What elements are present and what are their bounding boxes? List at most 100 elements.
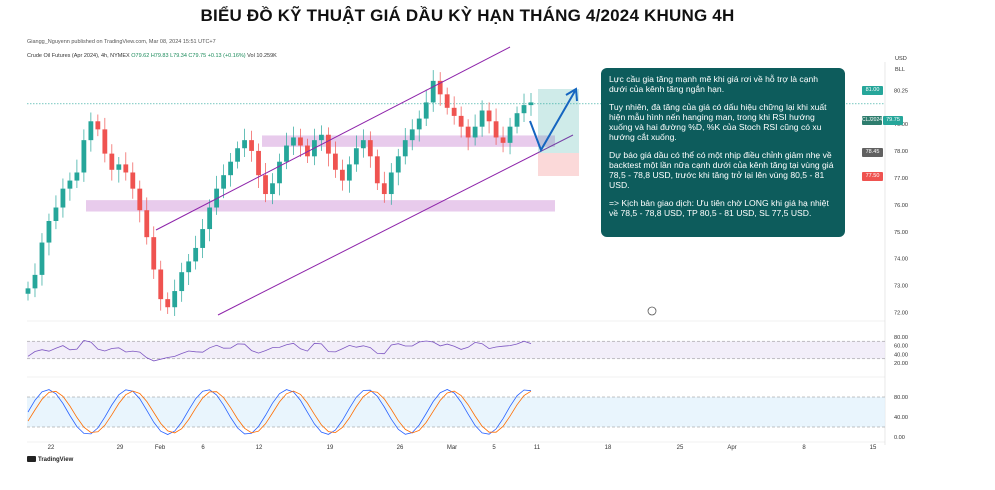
rsi-tick: 80.00 (894, 335, 908, 341)
candle-body (25, 288, 31, 294)
candle-body (235, 148, 240, 162)
candle-body (179, 272, 185, 292)
annotation-paragraph-2: Tuy nhiên, đà tăng của giá có dấu hiệu c… (609, 102, 827, 142)
candle-body (430, 80, 436, 103)
price-tick: 76.00 (894, 203, 908, 209)
candle-body (116, 164, 122, 170)
rsi-line (27, 340, 532, 362)
candle-body (207, 207, 213, 230)
stoch-tick: 40.00 (894, 415, 908, 421)
candle-body (493, 121, 499, 138)
forecast-path (529, 90, 576, 153)
currency-label: USD (895, 56, 907, 62)
candle-body (228, 161, 233, 176)
candle-body (46, 220, 52, 243)
time-tick: Apr (727, 445, 736, 451)
candle-body (305, 145, 310, 157)
candle-body (423, 102, 429, 119)
candle-body (200, 229, 206, 248)
candle-body (32, 274, 38, 289)
candle-body (395, 156, 401, 173)
stoch-d-line (27, 390, 532, 434)
candle-body (521, 105, 527, 114)
rsi-tick: 60.00 (894, 344, 908, 350)
candle-body (249, 140, 254, 151)
analysis-annotation: Lực cầu gia tăng mạnh mẽ khi giá rơi về … (601, 68, 845, 237)
time-tick: 8 (802, 445, 806, 451)
stop-loss-box (538, 153, 579, 176)
candle-body (74, 172, 80, 181)
candle-body (214, 188, 220, 208)
candle-body (353, 148, 359, 165)
candle-body (53, 207, 59, 221)
channel-upper-line (155, 46, 511, 231)
candle-body (381, 183, 387, 195)
candle-body (339, 169, 345, 181)
unit-label: BLL (895, 67, 905, 73)
candle-body (256, 150, 261, 176)
time-tick: Mar (447, 445, 457, 451)
candle-body (277, 161, 282, 184)
time-tick: 15 (870, 445, 877, 451)
stoch-band (27, 397, 885, 427)
time-tick: 25 (677, 445, 684, 451)
event-marker-icon (647, 306, 657, 316)
price-tick: 75.00 (894, 230, 908, 236)
candle-body (409, 129, 415, 141)
price-tick: 80.25 (894, 88, 908, 94)
time-tick: 26 (397, 445, 404, 451)
candle-body (60, 188, 66, 208)
tradingview-logo: TradingView (27, 456, 73, 463)
candle-body (284, 145, 289, 162)
candle-body (263, 175, 268, 195)
candle-body (130, 172, 136, 189)
symbol-price-tag: CLJ2024 (862, 116, 883, 125)
candle-body (319, 134, 324, 141)
annotation-paragraph-3: Dự báo giá dầu có thể có một nhịp điều c… (609, 150, 834, 190)
candle-body (242, 140, 247, 149)
price-tick: 73.00 (894, 284, 908, 290)
tradingview-mark-icon (27, 456, 36, 462)
candle-body (458, 115, 464, 127)
candle-body (326, 134, 331, 154)
time-tick: 12 (256, 445, 263, 451)
candle-body (95, 121, 101, 130)
candle-body (39, 242, 45, 275)
stoch-k-line (27, 389, 532, 435)
publisher-info: Giangg_Nguyenn published on TradingView.… (27, 39, 216, 45)
candle-body (158, 269, 164, 300)
time-tick: 5 (492, 445, 496, 451)
time-tick: 6 (201, 445, 205, 451)
candle-body (109, 153, 115, 170)
rsi-tick: 40.00 (894, 352, 908, 358)
sl-price-label: 77.50 (862, 172, 883, 181)
candle-body (291, 137, 296, 146)
candle-body (123, 164, 129, 173)
symbol-name: Crude Oil Futures (Apr 2024), 4h, NYMEX (27, 53, 130, 59)
candle-body (270, 183, 275, 195)
candle-body (346, 164, 352, 181)
symbol-info: Crude Oil Futures (Apr 2024), 4h, NYMEX … (27, 53, 277, 59)
candle-body (500, 137, 506, 143)
candle-body (444, 94, 450, 108)
candle-body (472, 126, 478, 138)
tradingview-brand: TradingView (38, 457, 74, 463)
candle-body (374, 156, 380, 184)
candle-body (479, 110, 485, 127)
time-tick: 22 (48, 445, 55, 451)
candle-body (402, 140, 408, 157)
volume-value: Vol 10.259K (247, 53, 277, 59)
candle-body (186, 261, 192, 273)
candle-body (67, 180, 73, 189)
tp-price-label: 81.00 (862, 86, 883, 95)
candle-body (388, 172, 394, 195)
price-tick: 74.00 (894, 257, 908, 263)
ohlc-values: O79.62 H79.83 L79.34 C79.75 +0.13 (+0.16… (131, 53, 246, 59)
channel-lower-line (217, 134, 574, 316)
candle-body (332, 153, 338, 170)
support-zone-1 (262, 135, 555, 147)
candle-body (360, 140, 366, 149)
price-tick: 77.00 (894, 176, 908, 182)
time-tick: 29 (117, 445, 124, 451)
